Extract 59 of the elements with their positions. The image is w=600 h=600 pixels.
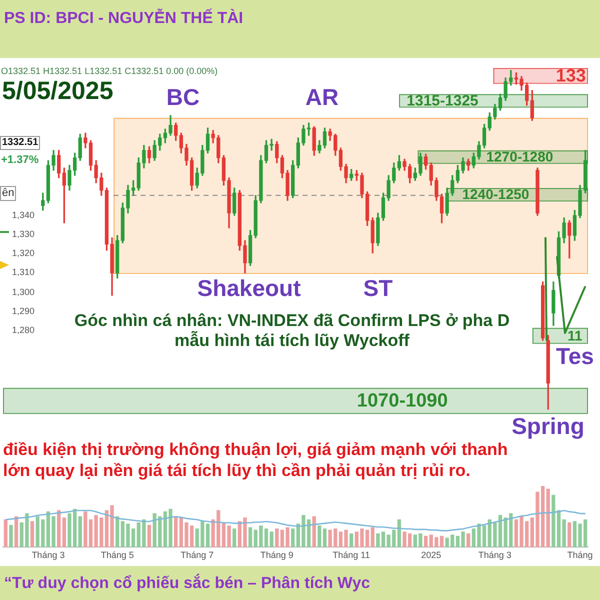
annotation: O1332.51 H1332.51 L1332.51 C1332.51 0.00 (0.00%) xyxy=(1,66,218,77)
annotation: 1,300 xyxy=(12,287,35,298)
x-tick-label: Tháng 3 xyxy=(478,550,512,560)
x-tick-label: 2025 xyxy=(421,550,442,560)
bar xyxy=(4,519,8,548)
band-label: 1270-1280 xyxy=(486,148,554,164)
annotation: BC xyxy=(166,84,200,112)
band-label: 1315-1325 xyxy=(406,92,478,110)
bar xyxy=(57,510,61,548)
text: Spring xyxy=(512,413,584,441)
bar xyxy=(248,527,252,548)
text: lớn quay lại nền giá tái tích lũy thì cần phải quản trị rủi ro. xyxy=(3,461,470,482)
bar xyxy=(9,524,13,548)
annotation: AR xyxy=(305,84,339,112)
annotation: 1,340 xyxy=(12,210,35,221)
bar xyxy=(312,516,316,548)
annotation: 1,330 xyxy=(12,229,35,240)
annotation: ST xyxy=(363,275,393,303)
x-tick-label: Tháng 7 xyxy=(180,550,214,560)
bar xyxy=(116,516,120,548)
bar xyxy=(147,524,152,548)
bar xyxy=(424,536,428,548)
band-label: 1240-1250 xyxy=(462,186,530,202)
x-tick-label: Tháng xyxy=(567,550,593,560)
annotation: 1,310 xyxy=(12,267,35,278)
bar xyxy=(275,528,279,548)
x-tick-label: Tháng 5 xyxy=(100,550,134,560)
bar xyxy=(62,517,66,548)
bar xyxy=(78,516,82,548)
annotation: 1,280 xyxy=(12,325,35,336)
annotation: 1,320 xyxy=(12,248,35,259)
annotation: ên xyxy=(0,186,16,202)
bar xyxy=(14,516,18,548)
band-label: 11 xyxy=(568,327,583,344)
text: “Tư duy chọn cổ phiếu sắc bén – Phân tích Wyc xyxy=(4,574,370,594)
annotation: Tes xyxy=(556,343,594,371)
annotation: +1.37% xyxy=(1,154,39,168)
annotation: 1332.51 xyxy=(0,136,40,150)
band-label: 1070-1090 xyxy=(356,390,448,412)
x-tick-label: Tháng 3 xyxy=(32,550,65,560)
text: điều kiện thị trường không thuận lợi, giá giảm mạnh với thanh xyxy=(3,440,508,460)
bar xyxy=(466,533,470,548)
bar xyxy=(30,521,34,548)
bar xyxy=(174,516,178,548)
bar xyxy=(291,528,295,548)
bar xyxy=(546,488,550,548)
bar xyxy=(232,528,236,548)
bar xyxy=(350,533,354,548)
annotation: Shakeout xyxy=(197,275,301,303)
annotation: 1,290 xyxy=(12,306,35,317)
band-label: 133 xyxy=(556,65,586,86)
bar xyxy=(370,527,374,548)
text: PS ID: BPCI - NGUYỄN THẾ TÀI xyxy=(4,9,244,28)
bar xyxy=(568,522,572,548)
annotation: Góc nhìn cá nhân: VN-INDEX đã Confirm LPS ở pha D xyxy=(74,311,510,331)
chart-title: 5/05/2025 xyxy=(2,76,114,106)
x-tick-label: Tháng 11 xyxy=(332,550,370,560)
x-tick-label: Tháng 9 xyxy=(260,550,294,560)
annotation: mẫu hình tái tích lũy Wyckoff xyxy=(174,331,410,352)
